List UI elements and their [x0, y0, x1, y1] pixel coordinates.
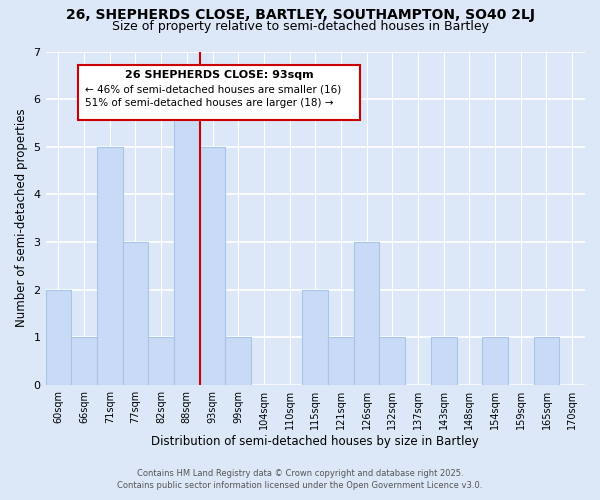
- Bar: [148, 337, 174, 385]
- Text: ← 46% of semi-detached houses are smaller (16): ← 46% of semi-detached houses are smalle…: [85, 85, 341, 95]
- Text: Contains HM Land Registry data © Crown copyright and database right 2025.
Contai: Contains HM Land Registry data © Crown c…: [118, 468, 482, 490]
- Bar: [379, 337, 405, 385]
- Bar: [328, 337, 354, 385]
- Bar: [533, 337, 559, 385]
- Text: Size of property relative to semi-detached houses in Bartley: Size of property relative to semi-detach…: [112, 20, 488, 33]
- Y-axis label: Number of semi-detached properties: Number of semi-detached properties: [15, 109, 28, 328]
- Bar: [174, 99, 200, 385]
- Bar: [431, 337, 457, 385]
- Bar: [97, 146, 122, 385]
- Text: 51% of semi-detached houses are larger (18) →: 51% of semi-detached houses are larger (…: [85, 98, 334, 108]
- Bar: [302, 290, 328, 385]
- X-axis label: Distribution of semi-detached houses by size in Bartley: Distribution of semi-detached houses by …: [151, 434, 479, 448]
- Bar: [71, 337, 97, 385]
- Bar: [46, 290, 71, 385]
- Bar: [122, 242, 148, 385]
- Bar: [482, 337, 508, 385]
- Text: 26 SHEPHERDS CLOSE: 93sqm: 26 SHEPHERDS CLOSE: 93sqm: [125, 70, 313, 80]
- Bar: [354, 242, 379, 385]
- Bar: [200, 146, 226, 385]
- Bar: [226, 337, 251, 385]
- Text: 26, SHEPHERDS CLOSE, BARTLEY, SOUTHAMPTON, SO40 2LJ: 26, SHEPHERDS CLOSE, BARTLEY, SOUTHAMPTO…: [65, 8, 535, 22]
